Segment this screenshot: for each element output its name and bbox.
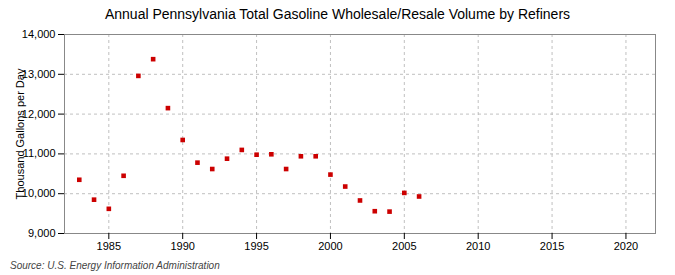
html-text:Annual Pennsylvania Total Gaso: Annual Pennsylvania Total Gasoline Whole…	[104, 6, 571, 22]
svg-text:Thousand Gallons per Day: Thousand Gallons per Day	[14, 68, 26, 199]
svg-text:14,000: 14,000	[22, 28, 56, 40]
svg-text:2000: 2000	[318, 240, 342, 252]
svg-text:1985: 1985	[97, 240, 121, 252]
svg-text:10,000: 10,000	[22, 187, 56, 199]
svg-text:9,000: 9,000	[28, 227, 56, 239]
svg-text:2020: 2020	[614, 240, 638, 252]
svg-text:2010: 2010	[466, 240, 490, 252]
svg-text:12,000: 12,000	[22, 108, 56, 120]
svg-text:13,000: 13,000	[22, 68, 56, 80]
svg-text:2015: 2015	[540, 240, 564, 252]
html-text:Source: U.S. Energy Informatio: Source: U.S. Energy Information Administ…	[10, 260, 220, 271]
svg-text:1995: 1995	[244, 240, 268, 252]
svg-text:2005: 2005	[392, 240, 416, 252]
svg-text:11,000: 11,000	[23, 147, 56, 159]
svg-text:1990: 1990	[170, 240, 194, 252]
